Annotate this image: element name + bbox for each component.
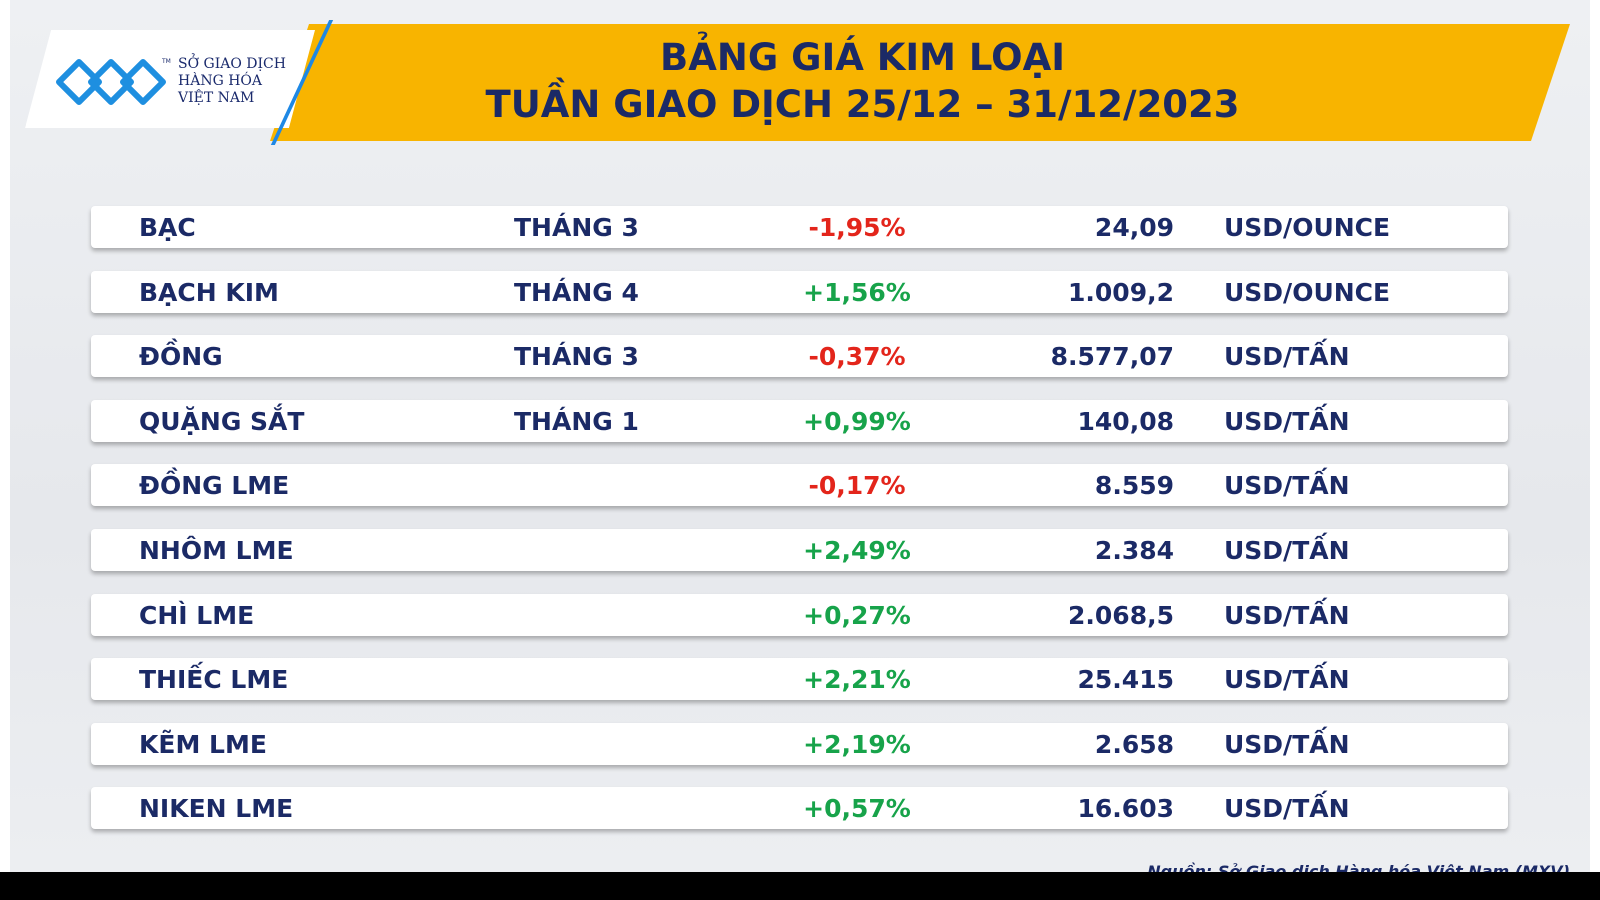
logo-line: VIỆT NAM <box>178 90 255 106</box>
contract-month: THÁNG 4 <box>514 277 639 307</box>
metal-name: QUẶNG SẮT <box>139 406 305 436</box>
table-row: NHÔM LME +2,49% 2.384 USD/TẤN <box>91 529 1508 571</box>
metal-name: CHÌ LME <box>139 600 255 630</box>
weekly-change: +2,19% <box>803 729 911 759</box>
price: 2.384 <box>1094 536 1174 565</box>
unit: USD/TẤN <box>1224 600 1350 630</box>
weekly-change: -0,37% <box>808 342 906 372</box>
table-row: ĐỒNG THÁNG 3 -0,37% 8.577,07 USD/TẤN <box>91 335 1508 378</box>
weekly-change: -1,95% <box>808 213 906 242</box>
title-line: TUẦN GIAO DỊCH 25/12 – 31/12/2023 <box>485 83 1240 126</box>
weekly-change: +1,56% <box>803 277 911 307</box>
price: 16.603 <box>1077 794 1174 824</box>
table-row: NIKEN LME +0,57% 16.603 USD/TẤN <box>91 787 1508 830</box>
weekly-change: +2,49% <box>803 536 911 565</box>
table-row: QUẶNG SẮT THÁNG 1 +0,99% 140,08 USD/TẤN <box>91 399 1508 442</box>
unit: USD/TẤN <box>1224 536 1350 565</box>
unit: USD/OUNCE <box>1224 213 1391 242</box>
contract-month: THÁNG 3 <box>514 342 639 372</box>
metal-name: NIKEN LME <box>139 794 294 824</box>
price: 8.577,07 <box>1050 342 1174 372</box>
contract-month: THÁNG 3 <box>514 213 639 242</box>
weekly-change: +0,57% <box>803 794 911 824</box>
unit: USD/TẤN <box>1224 729 1350 759</box>
weekly-change: +0,99% <box>803 406 911 436</box>
header-band <box>270 24 1570 141</box>
table-row: THIẾC LME +2,21% 25.415 USD/TẤN <box>91 658 1508 701</box>
price: 8.559 <box>1094 471 1174 501</box>
metal-name: BẠC <box>139 213 196 242</box>
table-row: CHÌ LME +0,27% 2.068,5 USD/TẤN <box>91 593 1508 636</box>
unit: USD/TẤN <box>1224 342 1350 372</box>
weekly-change: -0,17% <box>808 471 906 501</box>
unit: USD/TẤN <box>1224 665 1350 695</box>
metal-name: ĐỒNG <box>139 342 223 372</box>
price: 1.009,2 <box>1068 277 1174 307</box>
logo-text: SỞ GIAO DỊCH HÀNG HÓA VIỆT NAM <box>178 56 286 107</box>
logo-icon <box>56 59 166 105</box>
unit: USD/TẤN <box>1224 406 1350 436</box>
metal-name: BẠCH KIM <box>139 277 279 307</box>
logo-line: SỞ GIAO DỊCH <box>178 56 286 72</box>
contract-month: THÁNG 1 <box>514 406 639 436</box>
table-row: BẠC THÁNG 3 -1,95% 24,09 USD/OUNCE <box>91 206 1508 248</box>
price: 2.658 <box>1094 729 1174 759</box>
metal-name: ĐỒNG LME <box>139 471 290 501</box>
logo-panel <box>25 30 315 128</box>
price: 140,08 <box>1077 406 1174 436</box>
table-row: ĐỒNG LME -0,17% 8.559 USD/TẤN <box>91 464 1508 507</box>
price: 2.068,5 <box>1068 600 1174 630</box>
metal-name: KẼM LME <box>139 729 267 759</box>
weekly-change: +2,21% <box>803 665 911 695</box>
bottom-bar <box>0 872 1600 900</box>
unit: USD/OUNCE <box>1224 277 1391 307</box>
logo-trademark: TM <box>162 58 171 65</box>
price: 24,09 <box>1094 213 1174 242</box>
price: 25.415 <box>1077 665 1174 695</box>
unit: USD/TẤN <box>1224 794 1350 824</box>
metal-name: THIẾC LME <box>139 665 289 695</box>
table-row: BẠCH KIM THÁNG 4 +1,56% 1.009,2 USD/OUNCE <box>91 270 1508 313</box>
table-row: KẼM LME +2,19% 2.658 USD/TẤN <box>91 722 1508 765</box>
metal-name: NHÔM LME <box>139 536 294 565</box>
unit: USD/TẤN <box>1224 471 1350 501</box>
weekly-change: +0,27% <box>803 600 911 630</box>
logo-line: HÀNG HÓA <box>178 73 262 89</box>
title-line: BẢNG GIÁ KIM LOẠI <box>660 36 1065 79</box>
